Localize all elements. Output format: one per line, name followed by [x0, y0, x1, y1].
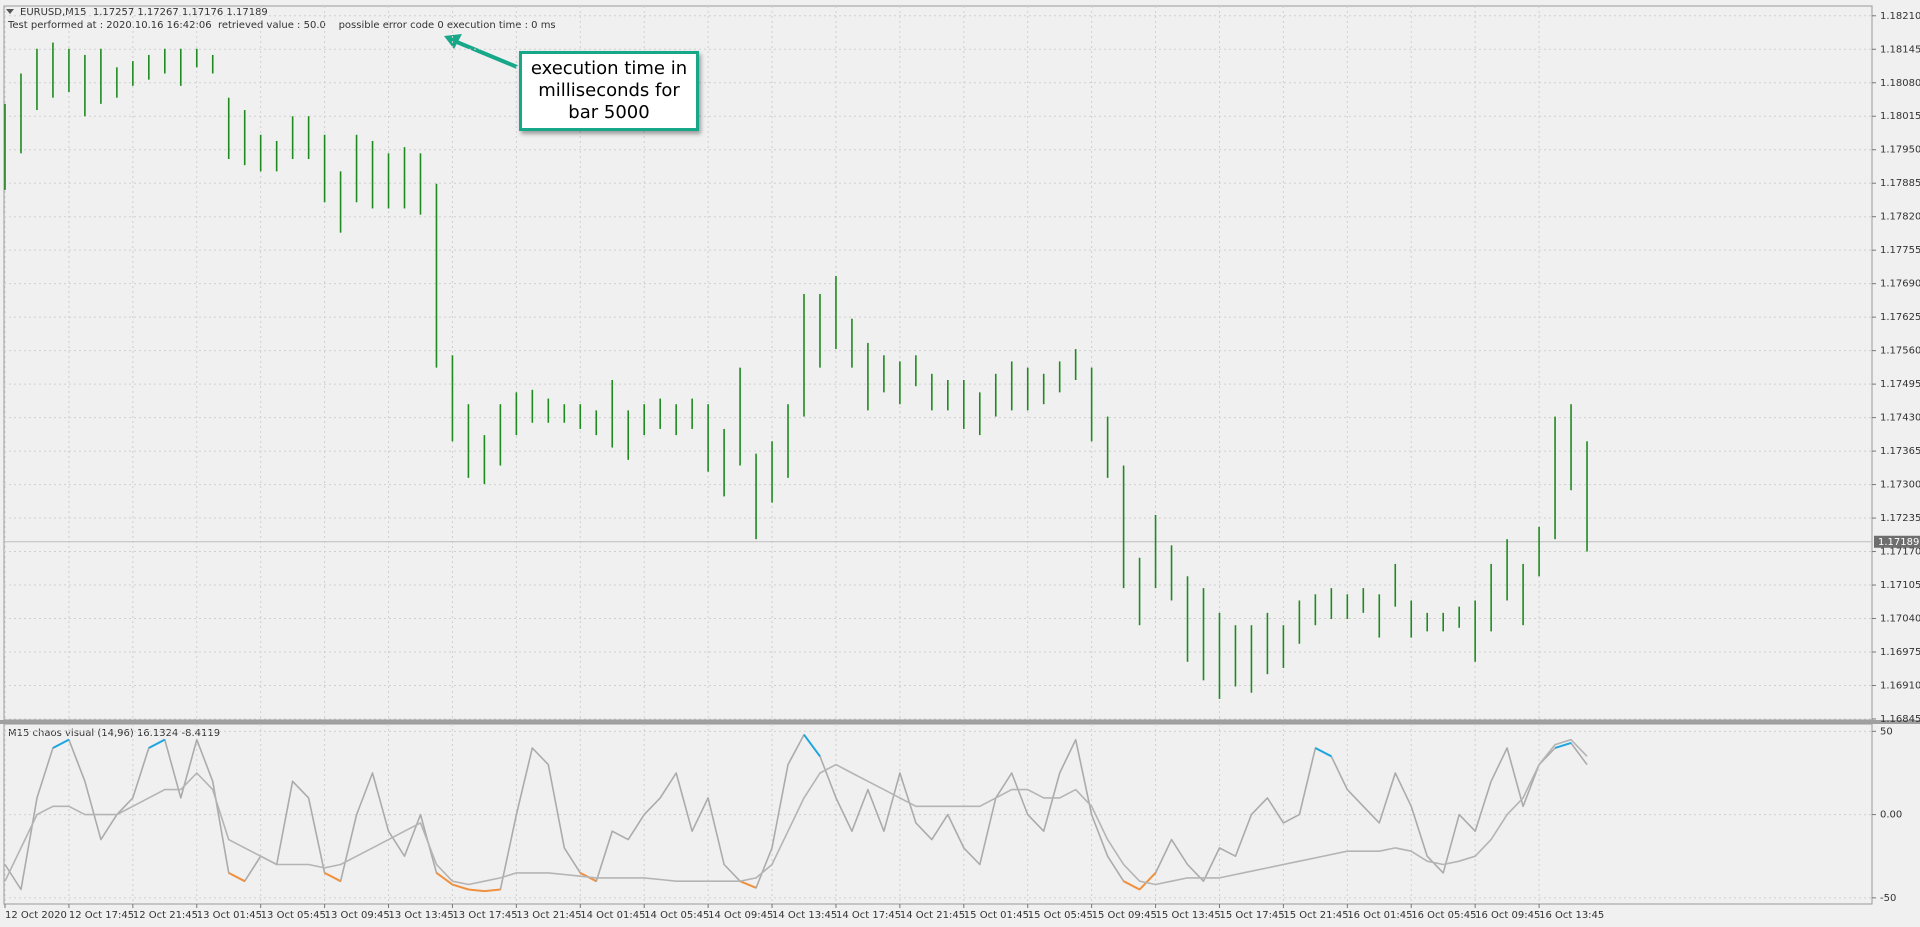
- y-tick-label: 1.18210: [1880, 11, 1920, 22]
- last-price-box: [1874, 535, 1920, 548]
- indicator-line: [4, 738, 1588, 886]
- x-tick-label: 13 Oct 05:45: [261, 910, 326, 921]
- indicator-extreme: [52, 738, 70, 749]
- y-tick-label: 1.16845: [1880, 714, 1920, 725]
- y-tick-label: -50: [1880, 893, 1896, 904]
- indicator-extreme: [484, 888, 501, 893]
- x-tick-label: 16 Oct 09:45: [1475, 910, 1540, 921]
- y-tick-label: 1.17690: [1880, 279, 1920, 290]
- x-tick-label: 15 Oct 17:45: [1219, 910, 1284, 921]
- indicator-extreme: [324, 871, 342, 883]
- indicator-extreme: [1554, 742, 1572, 749]
- indicator-extreme: [739, 880, 757, 889]
- x-tick-label: 12 Oct 17:45: [69, 910, 134, 921]
- indicator-extreme: [452, 883, 469, 891]
- x-tick-label: 14 Oct 17:45: [836, 910, 901, 921]
- last-price-label: 1.17189: [1878, 537, 1919, 548]
- y-tick-label: 1.17495: [1880, 379, 1920, 390]
- x-tick-label: 16 Oct 01:45: [1347, 910, 1412, 921]
- y-tick-label: 50: [1880, 726, 1893, 737]
- collapse-icon: [6, 9, 14, 14]
- x-tick-label: 14 Oct 13:45: [772, 910, 837, 921]
- callout-arrow: [451, 38, 518, 69]
- y-tick-label: 1.18015: [1880, 111, 1920, 122]
- x-tick-label: 12 Oct 21:45: [133, 910, 198, 921]
- indicator-extreme: [148, 738, 166, 749]
- y-tick-label: 1.17235: [1880, 513, 1920, 524]
- indicator-extreme: [1314, 747, 1332, 758]
- y-tick-label: 1.17105: [1880, 580, 1920, 591]
- x-tick-label: 13 Oct 17:45: [452, 910, 517, 921]
- x-tick-label: 15 Oct 01:45: [964, 910, 1029, 921]
- x-tick-label: 12 Oct 2020: [5, 910, 67, 921]
- indicator-extreme: [228, 871, 246, 883]
- y-tick-label: 1.18080: [1880, 78, 1920, 89]
- y-tick-label: 1.17560: [1880, 346, 1920, 357]
- x-tick-label: 15 Oct 09:45: [1092, 910, 1157, 921]
- x-tick-label: 14 Oct 05:45: [644, 910, 709, 921]
- indicator-title: M15 chaos visual (14,96) 16.1324 -8.4119: [8, 728, 220, 739]
- x-tick-label: 13 Oct 09:45: [325, 910, 390, 921]
- indicator-extreme: [1138, 872, 1157, 891]
- annotation: execution time in milliseconds for bar 5…: [519, 51, 699, 131]
- y-tick-label: 1.16975: [1880, 647, 1920, 658]
- y-tick-label: 1.17170: [1880, 547, 1920, 558]
- y-tick-label: 1.17300: [1880, 480, 1920, 491]
- x-tick-label: 16 Oct 05:45: [1411, 910, 1476, 921]
- y-tick-label: 1.17885: [1880, 178, 1920, 189]
- callout-arrowhead: [444, 34, 462, 49]
- y-tick-label: 1.16910: [1880, 680, 1920, 691]
- indicator-extreme: [803, 734, 821, 757]
- chart-subtitle: Test performed at : 2020.10.16 16:42:06 …: [7, 20, 556, 31]
- indicator-extreme: [435, 872, 454, 886]
- y-tick-label: 1.17820: [1880, 212, 1920, 223]
- x-tick-label: 15 Oct 05:45: [1028, 910, 1093, 921]
- x-tick-label: 13 Oct 13:45: [389, 910, 454, 921]
- panel-separator: [0, 720, 1920, 724]
- x-tick-label: 16 Oct 13:45: [1539, 910, 1604, 921]
- chart-title: EURUSD,M15 1.17257 1.17267 1.17176 1.171…: [20, 7, 268, 18]
- y-tick-label: 1.18145: [1880, 44, 1920, 55]
- y-tick-label: 1.17365: [1880, 446, 1920, 457]
- x-tick-label: 15 Oct 13:45: [1156, 910, 1221, 921]
- y-tick-label: 1.17430: [1880, 413, 1920, 424]
- y-tick-label: 0.00: [1880, 810, 1902, 821]
- indicator-extreme: [1123, 880, 1141, 891]
- price-panel: [3, 5, 1873, 721]
- y-tick-label: 1.17950: [1880, 145, 1920, 156]
- x-tick-label: 14 Oct 01:45: [580, 910, 645, 921]
- indicator-extreme: [468, 888, 485, 893]
- x-tick-label: 14 Oct 21:45: [900, 910, 965, 921]
- x-tick-label: 13 Oct 21:45: [516, 910, 581, 921]
- y-tick-label: 1.17040: [1880, 614, 1920, 625]
- x-tick-label: 13 Oct 01:45: [197, 910, 262, 921]
- indicator-panel: [3, 723, 1873, 905]
- y-tick-label: 1.17755: [1880, 245, 1920, 256]
- x-tick-label: 14 Oct 09:45: [708, 910, 773, 921]
- x-tick-label: 15 Oct 21:45: [1283, 910, 1348, 921]
- y-tick-label: 1.17625: [1880, 312, 1920, 323]
